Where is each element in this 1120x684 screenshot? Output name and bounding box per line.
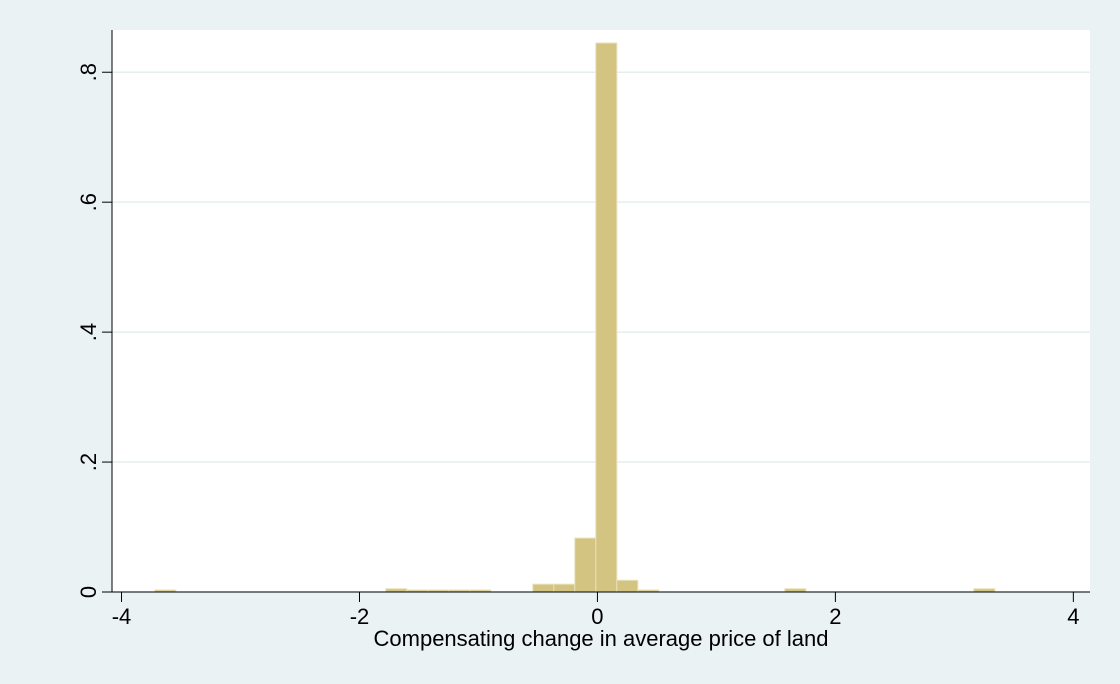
bar [532, 583, 555, 593]
y-tick-label: .6 [76, 193, 101, 211]
bar [595, 42, 618, 593]
y-tick-label: 0 [76, 586, 101, 598]
bar [553, 583, 576, 593]
bar [574, 537, 597, 593]
x-tick-label: -4 [112, 604, 132, 629]
x-axis-label: Compensating change in average price of … [374, 626, 829, 651]
x-tick-label: 2 [829, 604, 841, 629]
y-tick-label: .4 [76, 323, 101, 341]
y-tick-label: .2 [76, 453, 101, 471]
y-tick-label: .8 [76, 63, 101, 81]
bar [616, 579, 639, 593]
x-tick-label: 4 [1067, 604, 1079, 629]
x-tick-label: 0 [591, 604, 603, 629]
x-tick-label: -2 [350, 604, 370, 629]
